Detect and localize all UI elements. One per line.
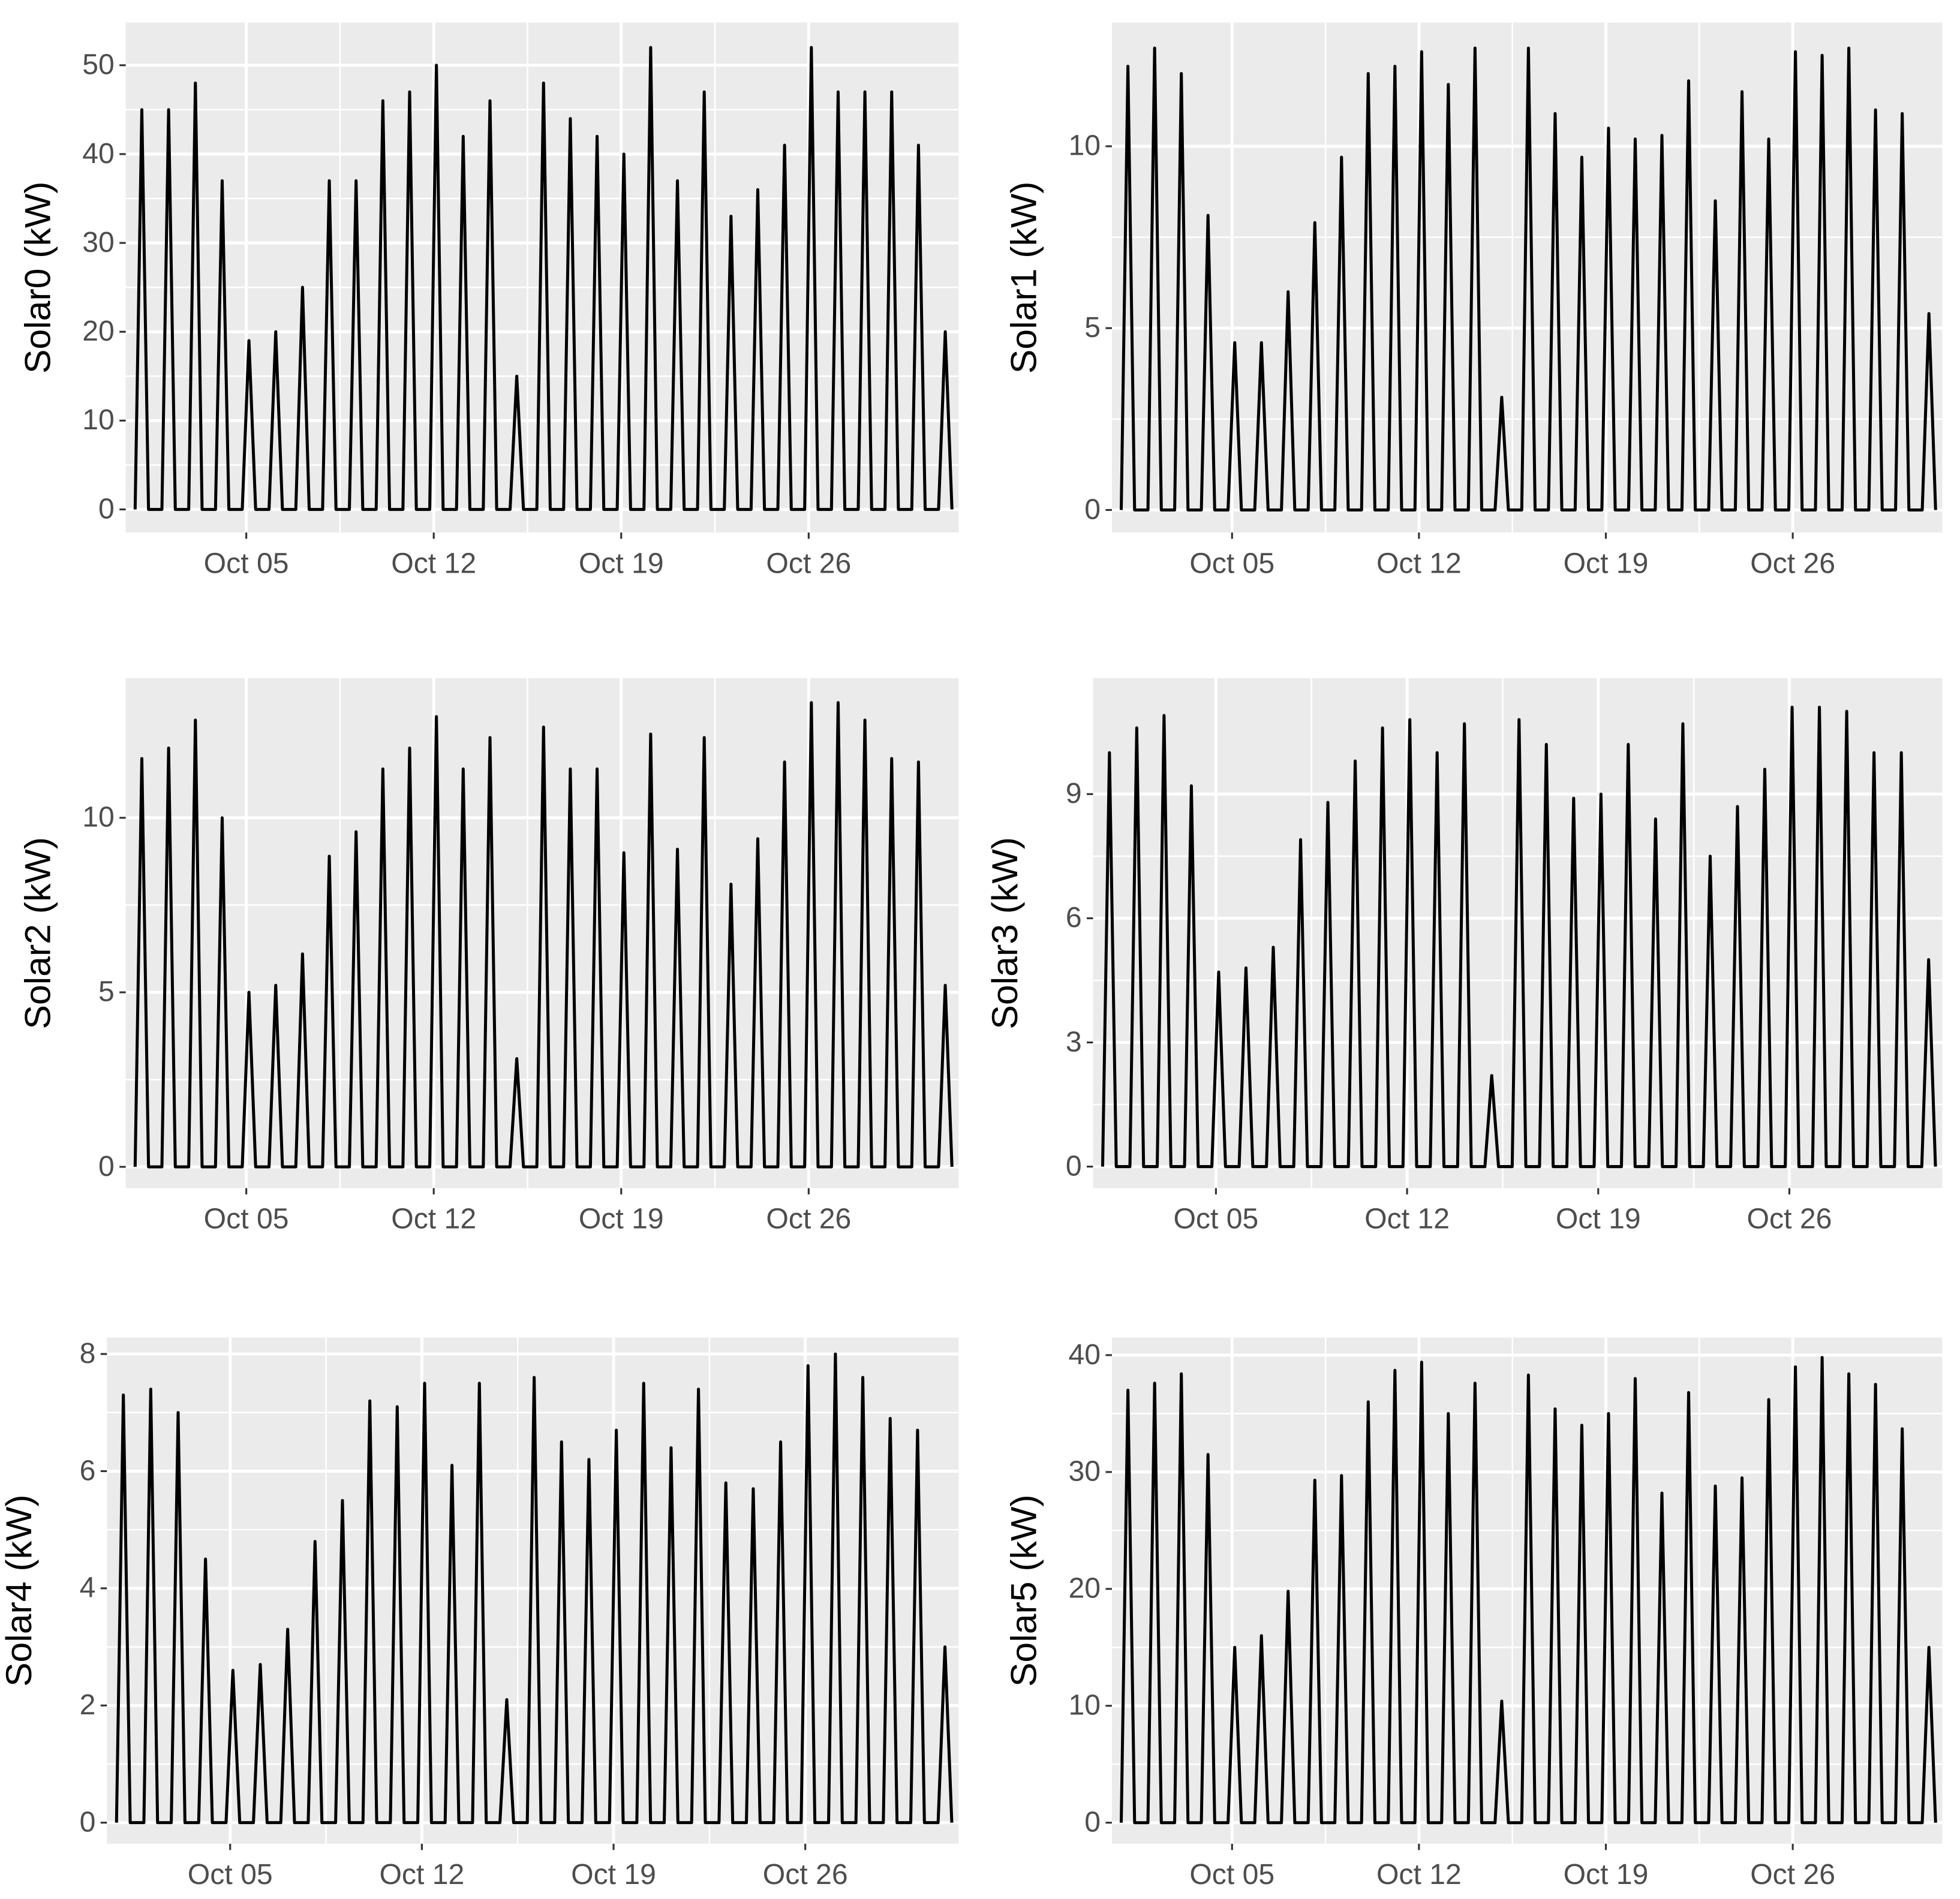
- y-tick-label: 40: [82, 137, 115, 170]
- x-tick-label: Oct 12: [1376, 547, 1462, 579]
- series-line: [133, 701, 954, 1169]
- y-tick-label: 30: [1069, 1455, 1101, 1488]
- y-tick-label: 10: [1069, 1689, 1101, 1722]
- x-tick-label: Oct 26: [1747, 1203, 1832, 1235]
- series-line: [133, 46, 954, 511]
- series-line: [115, 1352, 954, 1825]
- x-tick-label: Oct 12: [391, 1203, 476, 1235]
- panel: 0 3 6 9 Oct 05 Oct 12 Oct 19 Oct 26 Solar3 (kW): [984, 678, 1943, 1235]
- x-tick-label: Oct 26: [763, 1858, 848, 1891]
- series-line: [1101, 705, 1937, 1169]
- y-axis-title: Solar4 (kW): [0, 1494, 39, 1687]
- y-tick-label: 20: [82, 315, 115, 347]
- y-tick-label: 0: [1084, 1806, 1101, 1838]
- x-tick-label: Oct 05: [1189, 1858, 1274, 1891]
- panel: 0 10 20 30 40 Oct 05 Oct 12 Oct 19 Oct 26 Solar5 …: [1003, 1337, 1943, 1891]
- panel: 0 5 10 Oct 05 Oct 12 Oct 19 Oct 26 Solar2 (kW): [17, 678, 959, 1235]
- y-tick-label: 5: [1084, 311, 1101, 344]
- y-tick-label: 5: [98, 976, 115, 1008]
- y-tick-label: 40: [1069, 1338, 1101, 1371]
- y-axis-title: Solar3 (kW): [984, 837, 1025, 1030]
- x-tick-label: Oct 05: [204, 1203, 289, 1235]
- x-tick-label: Oct 26: [766, 547, 851, 579]
- y-tick-label: 8: [80, 1337, 96, 1370]
- y-tick-label: 0: [80, 1805, 96, 1838]
- y-tick-label: 10: [82, 404, 115, 436]
- y-tick-label: 6: [80, 1454, 96, 1486]
- y-tick-label: 10: [82, 801, 115, 833]
- y-tick-label: 2: [80, 1689, 96, 1721]
- x-tick-label: Oct 26: [1750, 547, 1835, 579]
- x-tick-label: Oct 19: [1564, 1858, 1649, 1891]
- x-tick-label: Oct 19: [1556, 1203, 1641, 1235]
- x-tick-label: Oct 05: [1173, 1203, 1258, 1235]
- y-tick-label: 0: [1084, 493, 1101, 525]
- x-tick-label: Oct 12: [1376, 1858, 1462, 1891]
- y-tick-label: 0: [98, 492, 115, 525]
- panel: 0 5 10 Oct 05 Oct 12 Oct 19 Oct 26 Solar1 (kW): [1003, 22, 1943, 579]
- panel: 0 2 4 6 8 Oct 05 Oct 12 Oct 19 Oct 26 Solar4 (kW): [0, 1337, 959, 1891]
- x-tick-label: Oct 19: [571, 1858, 656, 1891]
- y-tick-label: 9: [1066, 777, 1082, 809]
- y-axis-title: Solar5 (kW): [1003, 1494, 1044, 1687]
- panel: 0 10 20 30 40 50 Oct 05 Oct 12 Oct 19 Oct 26 Solar…: [17, 22, 959, 579]
- y-axis-title: Solar0 (kW): [17, 182, 58, 374]
- x-tick-label: Oct 19: [579, 547, 664, 579]
- y-tick-label: 6: [1066, 901, 1082, 934]
- x-tick-label: Oct 26: [766, 1203, 851, 1235]
- y-tick-label: 50: [82, 49, 115, 81]
- x-tick-label: Oct 12: [391, 547, 476, 579]
- y-axis-title: Solar1 (kW): [1003, 182, 1044, 374]
- y-tick-label: 20: [1069, 1572, 1101, 1605]
- y-tick-label: 3: [1066, 1025, 1082, 1058]
- x-tick-label: Oct 26: [1750, 1858, 1835, 1891]
- x-tick-label: Oct 05: [204, 547, 289, 579]
- y-axis-title: Solar2 (kW): [17, 837, 58, 1030]
- y-tick-label: 30: [82, 226, 115, 258]
- x-tick-label: Oct 19: [579, 1203, 664, 1235]
- x-tick-label: Oct 05: [1189, 547, 1274, 579]
- series-line: [1120, 1356, 1937, 1825]
- x-tick-label: Oct 12: [379, 1858, 464, 1891]
- y-tick-label: 10: [1069, 130, 1101, 162]
- y-tick-label: 0: [1066, 1149, 1082, 1182]
- x-tick-label: Oct 19: [1564, 547, 1649, 579]
- x-tick-label: Oct 12: [1364, 1203, 1450, 1235]
- y-tick-label: 4: [80, 1572, 96, 1604]
- x-tick-label: Oct 05: [188, 1858, 273, 1891]
- y-tick-label: 0: [98, 1150, 115, 1182]
- series-line: [1120, 46, 1937, 512]
